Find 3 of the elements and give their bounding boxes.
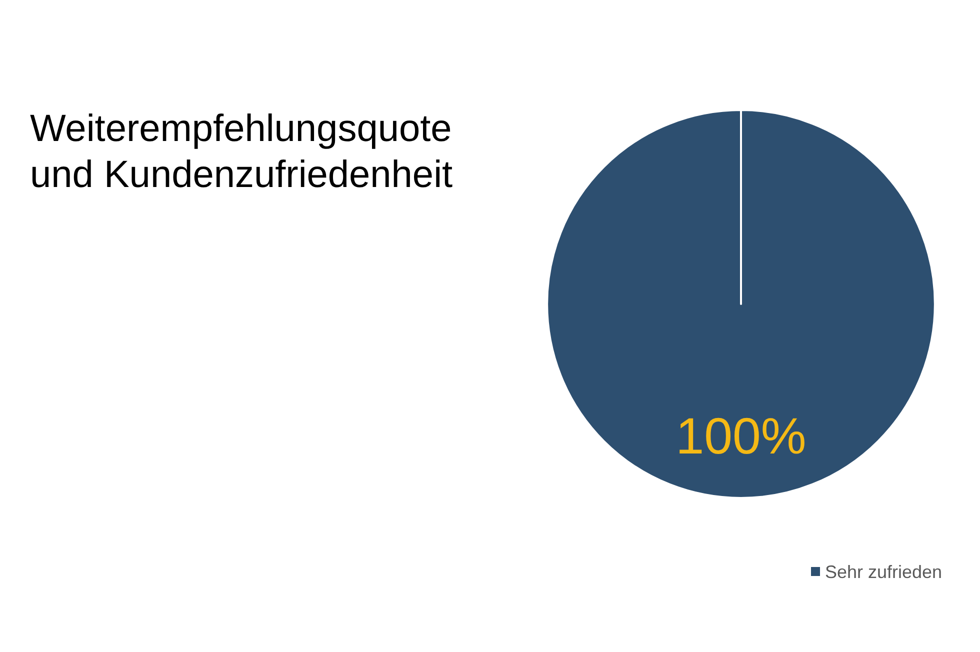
data-label: 100% xyxy=(676,407,806,464)
legend-label: Sehr zufrieden xyxy=(825,562,942,582)
text: Weiterempfehlungsquote und Kundenzufriedenheit xyxy=(30,108,454,196)
